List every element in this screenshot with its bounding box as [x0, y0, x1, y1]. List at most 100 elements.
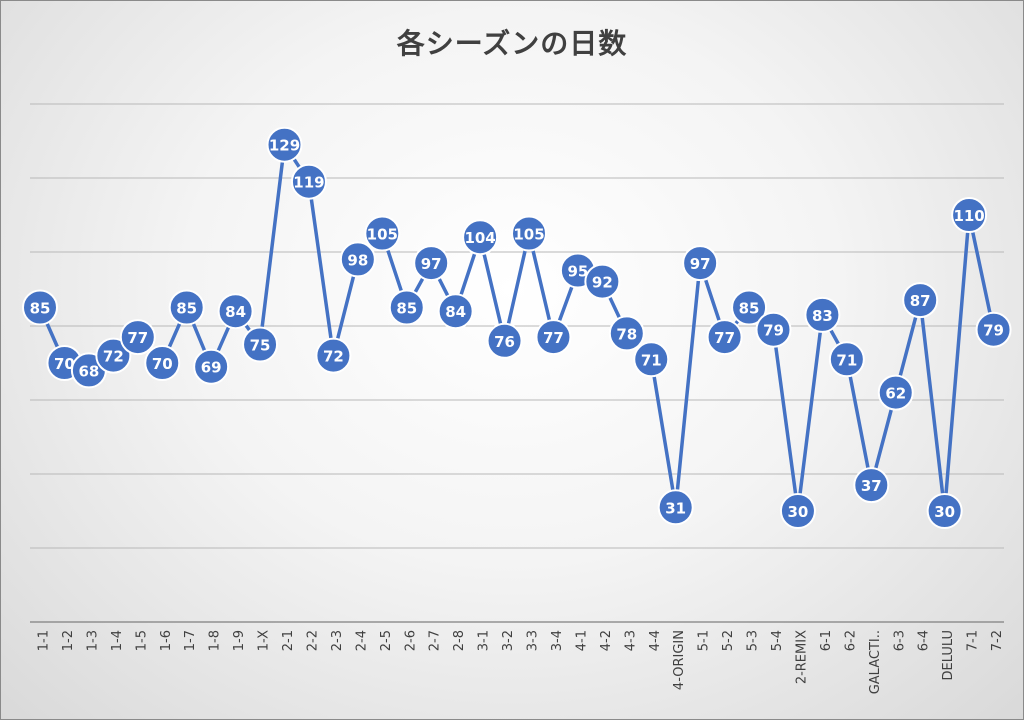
data-point: 85 [22, 289, 58, 326]
data-label: 70 [152, 355, 173, 373]
x-tick-label: 5-1 [697, 630, 712, 651]
data-marker [828, 341, 865, 378]
x-tick-label: 4-ORIGIN [672, 630, 687, 690]
data-point: 97 [682, 245, 719, 282]
data-point: 92 [584, 263, 621, 300]
data-label: 84 [225, 303, 246, 321]
data-marker [779, 493, 816, 529]
data-marker [902, 282, 939, 319]
data-point: 37 [853, 467, 890, 504]
data-label: 98 [347, 251, 368, 269]
data-marker [339, 241, 376, 278]
data-marker [706, 319, 743, 356]
data-label: 83 [812, 307, 833, 325]
data-label: 77 [543, 329, 564, 347]
x-tick-label: 6-4 [917, 630, 932, 651]
data-marker [462, 219, 499, 256]
data-label: 72 [103, 348, 124, 366]
data-label: 85 [30, 300, 51, 318]
data-marker [511, 215, 547, 252]
data-point: 104 [462, 219, 499, 256]
x-tick-label: 2-2 [305, 630, 320, 651]
x-tick-label: DELULU [941, 630, 956, 680]
x-tick-label: 3-3 [526, 630, 541, 651]
x-tick-label: 5-2 [721, 630, 736, 651]
data-label: 110 [953, 207, 984, 225]
data-point: 84 [437, 293, 474, 330]
data-label: 37 [861, 477, 882, 495]
x-tick-label: 1-7 [183, 630, 198, 651]
x-tick-label: 6-1 [819, 630, 834, 651]
x-tick-label: 5-4 [770, 630, 785, 651]
data-marker [266, 126, 303, 163]
data-label: 68 [78, 362, 99, 380]
data-label: 92 [592, 274, 613, 292]
x-tick-label: 2-8 [452, 630, 467, 651]
data-point: 105 [511, 215, 547, 252]
data-point: 85 [731, 289, 768, 326]
data-point: 85 [168, 289, 205, 326]
data-label: 85 [176, 300, 197, 318]
data-marker [217, 293, 254, 330]
data-point: 70 [144, 345, 181, 381]
data-point: 78 [608, 315, 645, 352]
data-point: 30 [779, 493, 816, 529]
data-label: 78 [616, 325, 637, 343]
data-point: 84 [217, 293, 254, 330]
data-label: 76 [494, 333, 515, 351]
data-point: 79 [975, 311, 1012, 348]
data-point: 31 [657, 489, 694, 526]
x-tick-label: 7-1 [966, 630, 981, 651]
data-label: 71 [641, 351, 662, 369]
data-marker [388, 289, 425, 326]
data-label: 75 [250, 337, 271, 355]
data-label: 104 [464, 229, 495, 247]
data-label: 97 [421, 255, 442, 273]
x-tick-label: 6-3 [892, 630, 907, 651]
data-label: 129 [269, 137, 300, 155]
data-label: 30 [788, 503, 809, 521]
data-label: 87 [910, 292, 931, 310]
data-marker [877, 374, 914, 411]
data-label: 95 [567, 263, 588, 281]
data-label: 70 [54, 355, 75, 373]
data-marker [193, 348, 230, 385]
x-tick-label: 5-3 [746, 630, 761, 651]
series-line [38, 142, 996, 513]
x-axis-ticks: 1-1 1-2 1-3 1-4 1-5 1-6 1-7 1-8 1-9 1-X 2-1 2-2 2-3 2… [37, 630, 1006, 694]
data-label: 71 [836, 351, 857, 369]
data-marker [755, 311, 792, 348]
x-tick-label: 1-3 [85, 630, 100, 651]
data-marker [364, 215, 401, 252]
data-marker [486, 322, 523, 359]
x-tick-label: GALACTI.. [868, 630, 883, 694]
chart-title: 各シーズンの日数 [396, 27, 628, 60]
x-tick-label: 1-6 [159, 630, 174, 651]
data-label: 105 [513, 226, 544, 244]
data-marker [437, 293, 474, 330]
data-label: 30 [934, 503, 955, 521]
x-tick-label: 2-6 [403, 630, 418, 651]
data-marker [119, 319, 156, 356]
x-tick-label: 3-1 [477, 630, 492, 651]
data-point: 30 [926, 493, 963, 529]
x-tick-label: 1-2 [61, 630, 76, 651]
data-point: 75 [242, 326, 279, 363]
data-marker [633, 341, 670, 378]
data-point: 98 [339, 241, 376, 278]
data-point: 105 [364, 215, 401, 252]
x-tick-label: 4-2 [599, 630, 614, 651]
data-point: 71 [633, 341, 670, 378]
data-marker [535, 319, 572, 356]
data-point: 77 [706, 319, 743, 356]
data-label: 72 [323, 348, 344, 366]
data-marker [682, 245, 719, 282]
data-label: 97 [690, 255, 711, 273]
data-marker [315, 337, 352, 374]
data-marker [951, 197, 988, 233]
data-marker [608, 315, 645, 352]
x-tick-label: 1-8 [208, 630, 223, 651]
x-tick-label: 3-2 [501, 630, 516, 651]
